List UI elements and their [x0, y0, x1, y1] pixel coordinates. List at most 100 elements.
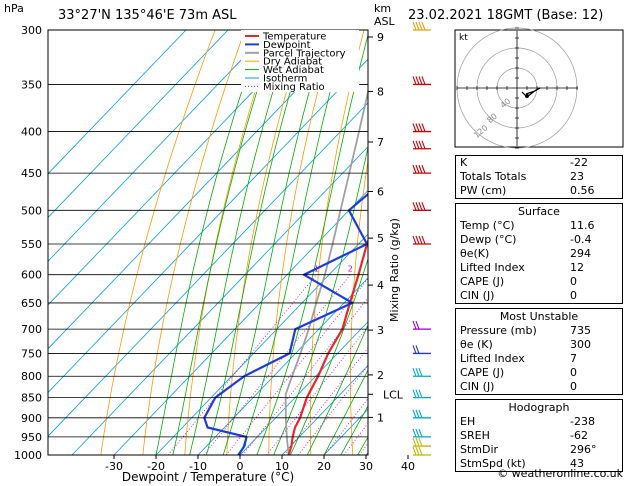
wind-barb-flag	[412, 446, 417, 456]
most-unstable-panel: Most Unstable Pressure (mb) 735 θe (K) 300 L…	[455, 308, 623, 395]
mixing-ratio-line	[203, 274, 351, 455]
x-tick-label: 20	[317, 460, 331, 473]
wind-barb-flag	[412, 320, 417, 330]
wind-barb-flag	[421, 21, 426, 31]
lcl-label: LCL	[383, 388, 404, 401]
pressure-tick-label: 550	[21, 238, 42, 251]
index-row: Lifted Index 7	[456, 352, 622, 366]
index-name: Lifted Index	[460, 261, 525, 274]
dry-adiabat-line	[142, 30, 246, 455]
pressure-tick-label: 1000	[14, 449, 42, 462]
copyright-footer: © weatheronline.co.uk	[497, 467, 623, 480]
storm-motion-marker	[525, 94, 529, 98]
wind-barb-flag	[412, 389, 417, 398]
index-row: Dewp (°C) -0.4	[456, 233, 622, 247]
mixing-ratio-line	[297, 364, 368, 455]
index-value: 735	[570, 324, 591, 337]
pressure-tick-label: 350	[21, 78, 42, 91]
isotherm-line	[48, 30, 229, 219]
wind-barb-flag	[412, 76, 417, 85]
wind-barb-flag	[418, 140, 423, 149]
wind-barb-flag	[421, 123, 426, 132]
index-name: θe(K)	[460, 247, 490, 260]
index-row: CAPE (J) 0	[456, 275, 622, 289]
index-value: 0	[570, 289, 577, 302]
x-tick-label: 0	[237, 460, 244, 473]
isotherm-line	[48, 58, 368, 394]
pressure-unit: hPa	[4, 2, 24, 15]
wind-barb-flag	[421, 235, 426, 245]
index-row: StmDir 296°	[456, 443, 622, 457]
index-name: CAPE (J)	[460, 275, 505, 288]
indices-panel: K -22 Totals Totals 23 PW (cm) 0.56 Surface T…	[455, 155, 623, 476]
index-name: Lifted Index	[460, 352, 525, 365]
index-value: 0	[570, 380, 577, 393]
legend-label: Mixing Ratio	[263, 82, 325, 93]
indices-top: K -22 Totals Totals 23 PW (cm) 0.56	[455, 155, 623, 199]
wind-barb-flag	[418, 446, 423, 456]
wind-barb-flag	[415, 409, 420, 419]
km-tick-label: 4	[377, 279, 384, 292]
hodograph-unit: kt	[459, 33, 468, 43]
legend-label: Wet Adiabat	[263, 65, 324, 76]
index-row: StmSpd (kt) 43	[456, 457, 622, 471]
axes: 3003504004505005506006507007508008509009…	[14, 24, 415, 473]
index-name: StmSpd (kt)	[460, 457, 526, 470]
isotherm-line	[113, 189, 368, 455]
km-tick-label: 3	[377, 324, 384, 337]
isotherm-line	[48, 30, 313, 306]
wind-barb-flag	[415, 123, 420, 132]
index-value: 296°	[570, 443, 597, 456]
index-row: CIN (J) 0	[456, 289, 622, 303]
wind-barb-flag	[415, 389, 420, 398]
index-value: 0	[570, 366, 577, 379]
index-name: Dewp (°C)	[460, 233, 517, 246]
x-axis-label: Dewpoint / Temperature (°C)	[122, 470, 294, 484]
isotherm-line	[71, 146, 368, 455]
wind-barb-flag	[418, 123, 423, 132]
x-tick-label: 40	[401, 460, 415, 473]
wind-barb-flag	[412, 437, 417, 447]
dry-adiabat-line	[100, 30, 216, 455]
pressure-tick-label: 500	[21, 204, 42, 217]
wind-barb-flag	[418, 409, 423, 419]
index-row: θe (K) 300	[456, 338, 622, 352]
pressure-tick-label: 300	[21, 24, 42, 37]
mixing-ratio-line	[242, 297, 368, 455]
x-tick-label: -30	[105, 460, 123, 473]
hodograph-panel: Hodograph EH -238 SREH -62 StmDir 296° StmSpd …	[455, 399, 623, 472]
mixing-ratio-tick-label: 3	[369, 265, 374, 274]
index-row: CAPE (J) 0	[456, 366, 622, 380]
wind-barb-flag	[412, 164, 417, 174]
wind-barb-flag	[415, 76, 420, 85]
dry-adiabat-line	[184, 30, 276, 455]
dry-adiabat-line	[427, 30, 453, 455]
profile-lines	[203, 88, 368, 455]
wind-barb-flag	[412, 235, 417, 245]
wind-barb-flag	[421, 202, 426, 211]
wind-barb-flag	[421, 140, 426, 149]
index-value: 300	[570, 338, 591, 351]
isotherm-line	[48, 30, 187, 175]
mixing-ratio-tick-label: 6	[407, 265, 412, 274]
pressure-tick-label: 950	[21, 431, 42, 444]
index-row: Pressure (mb) 735	[456, 324, 622, 338]
index-name: θe (K)	[460, 338, 493, 351]
index-value: 294	[570, 247, 591, 260]
wet-adiabat-line	[340, 405, 368, 455]
wind-barb-flag	[418, 235, 423, 245]
wind-barb-flag	[415, 368, 420, 377]
km-tick-label: 8	[377, 85, 384, 98]
wind-barb-flag	[415, 140, 420, 149]
wind-barb-flag	[418, 389, 423, 398]
index-name: CIN (J)	[460, 289, 495, 302]
isotherm-line	[239, 321, 368, 455]
isotherm-line	[48, 30, 355, 350]
mixing-ratio-tick-label: 8	[423, 265, 428, 274]
wind-barb-flag	[415, 446, 420, 456]
isotherm-line	[48, 102, 368, 437]
pressure-tick-label: 450	[21, 167, 42, 180]
